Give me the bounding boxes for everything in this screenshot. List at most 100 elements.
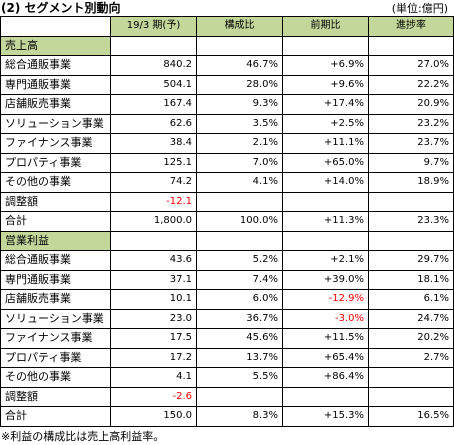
share-cell: 3.5% (196, 113, 283, 134)
table-row: 調整額 -2.6 (0, 386, 454, 407)
progress-cell: 2.7% (368, 347, 454, 368)
progress-cell: 24.7% (368, 308, 454, 329)
yoy-cell: +65.4% (282, 347, 369, 368)
table-row: その他の事業 74.2 4.1% +14.0% 18.9% (0, 172, 454, 193)
yoy-cell: +11.1% (282, 133, 369, 154)
header-share: 構成比 (196, 16, 283, 37)
section-empty-cell (368, 35, 454, 56)
share-cell: 36.7% (196, 308, 283, 329)
section-empty-cell (110, 230, 197, 251)
yoy-cell: -12.9% (282, 289, 369, 310)
segment-table: 19/3 期(予) 構成比 前期比 進捗率 売上高 総合通販事業 840.2 46.7… (0, 16, 454, 427)
row-label: 総合通販事業 (0, 250, 111, 271)
forecast-cell: 37.1 (110, 269, 197, 290)
row-label: その他の事業 (0, 367, 111, 388)
table-row: ソリューション事業 62.6 3.5% +2.5% 23.2% (0, 113, 454, 134)
row-label: 専門通販事業 (0, 74, 111, 95)
progress-cell: 29.7% (368, 250, 454, 271)
row-label: 合計 (0, 406, 111, 427)
table-row: ファイナンス事業 17.5 45.6% +11.5% 20.2% (0, 328, 454, 349)
progress-cell: 23.3% (368, 211, 454, 232)
share-cell: 13.7% (196, 347, 283, 368)
table-row: プロパティ事業 17.2 13.7% +65.4% 2.7% (0, 347, 454, 368)
forecast-cell: -2.6 (110, 386, 197, 407)
row-label: ファイナンス事業 (0, 133, 111, 154)
table-row: ソリューション事業 23.0 36.7% -3.0% 24.7% (0, 308, 454, 329)
row-label: 調整額 (0, 386, 111, 407)
table-row: 総合通販事業 840.2 46.7% +6.9% 27.0% (0, 55, 454, 76)
progress-cell: 22.2% (368, 74, 454, 95)
forecast-cell: -12.1 (110, 191, 197, 212)
section-empty-cell (282, 35, 369, 56)
yoy-cell: +11.3% (282, 211, 369, 232)
yoy-cell: +2.5% (282, 113, 369, 134)
row-label: プロパティ事業 (0, 152, 111, 173)
forecast-cell: 167.4 (110, 94, 197, 115)
forecast-cell: 17.2 (110, 347, 197, 368)
table-row: その他の事業 4.1 5.5% +86.4% (0, 367, 454, 388)
table-row: ファイナンス事業 38.4 2.1% +11.1% 23.7% (0, 133, 454, 154)
header-blank (0, 16, 111, 37)
progress-cell (368, 386, 454, 407)
unit-label: (単位:億円) (391, 2, 448, 15)
yoy-cell: +14.0% (282, 172, 369, 193)
yoy-cell: +39.0% (282, 269, 369, 290)
table-row: 総合通販事業 43.6 5.2% +2.1% 29.7% (0, 250, 454, 271)
forecast-cell: 1,800.0 (110, 211, 197, 232)
progress-cell: 23.2% (368, 113, 454, 134)
table-row: 店舗販売事業 167.4 9.3% +17.4% 20.9% (0, 94, 454, 115)
row-label: 店舗販売事業 (0, 94, 111, 115)
forecast-cell: 62.6 (110, 113, 197, 134)
progress-cell: 16.5% (368, 406, 454, 427)
row-label: 合計 (0, 211, 111, 232)
share-cell: 2.1% (196, 133, 283, 154)
row-label: 専門通販事業 (0, 269, 111, 290)
yoy-cell: +2.1% (282, 250, 369, 271)
share-cell: 5.5% (196, 367, 283, 388)
table-row: 店舗販売事業 10.1 6.0% -12.9% 6.1% (0, 289, 454, 310)
section-header-row: 売上高 (0, 35, 454, 56)
yoy-cell: +9.6% (282, 74, 369, 95)
share-cell: 5.2% (196, 250, 283, 271)
row-label: プロパティ事業 (0, 347, 111, 368)
yoy-cell: +86.4% (282, 367, 369, 388)
share-cell: 45.6% (196, 328, 283, 349)
section-empty-cell (282, 230, 369, 251)
row-label: ソリューション事業 (0, 113, 111, 134)
progress-cell: 20.2% (368, 328, 454, 349)
row-label: その他の事業 (0, 172, 111, 193)
progress-cell: 20.9% (368, 94, 454, 115)
progress-cell: 18.9% (368, 172, 454, 193)
forecast-cell: 10.1 (110, 289, 197, 310)
forecast-cell: 43.6 (110, 250, 197, 271)
progress-cell: 6.1% (368, 289, 454, 310)
table-row: 合計 150.0 8.3% +15.3% 16.5% (0, 406, 454, 427)
table-row: 専門通販事業 37.1 7.4% +39.0% 18.1% (0, 269, 454, 290)
row-label: ファイナンス事業 (0, 328, 111, 349)
yoy-cell: +65.0% (282, 152, 369, 173)
table-row: 合計 1,800.0 100.0% +11.3% 23.3% (0, 211, 454, 232)
header-forecast: 19/3 期(予) (110, 16, 197, 37)
share-cell: 9.3% (196, 94, 283, 115)
section-empty-cell (196, 230, 283, 251)
table-row: プロパティ事業 125.1 7.0% +65.0% 9.7% (0, 152, 454, 173)
forecast-cell: 17.5 (110, 328, 197, 349)
share-cell: 6.0% (196, 289, 283, 310)
row-label: ソリューション事業 (0, 308, 111, 329)
share-cell (196, 191, 283, 212)
section-label: 営業利益 (0, 230, 111, 251)
share-cell: 28.0% (196, 74, 283, 95)
footnote: ※利益の構成比は売上高利益率。 (1, 430, 165, 443)
forecast-cell: 4.1 (110, 367, 197, 388)
yoy-cell (282, 386, 369, 407)
section-header-row: 営業利益 (0, 230, 454, 251)
table-row: 調整額 -12.1 (0, 191, 454, 212)
yoy-cell (282, 191, 369, 212)
section-title: (2) セグメント別動向 (1, 1, 121, 15)
progress-cell: 23.7% (368, 133, 454, 154)
row-label: 店舗販売事業 (0, 289, 111, 310)
progress-cell: 9.7% (368, 152, 454, 173)
share-cell: 4.1% (196, 172, 283, 193)
table-body: 売上高 総合通販事業 840.2 46.7% +6.9% 27.0% 専門通販事業 504.1… (0, 35, 454, 427)
forecast-cell: 150.0 (110, 406, 197, 427)
